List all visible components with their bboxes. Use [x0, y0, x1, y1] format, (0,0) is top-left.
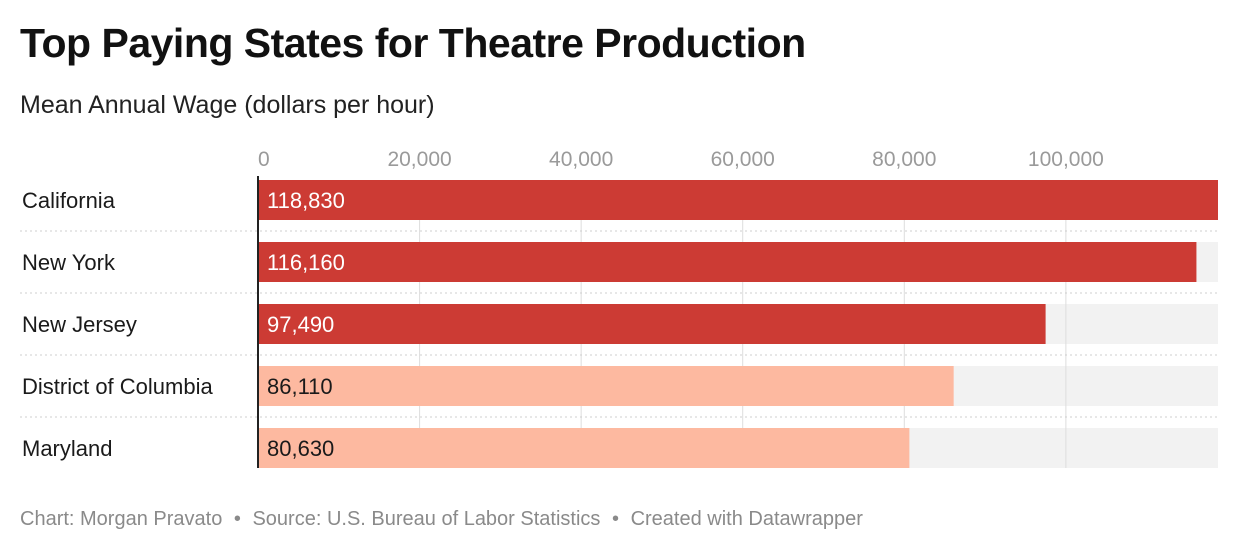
category-label: New York	[22, 250, 116, 275]
chart-subtitle: Mean Annual Wage (dollars per hour)	[20, 91, 435, 119]
x-tick-label: 100,000	[1028, 148, 1104, 171]
bar	[258, 304, 1046, 344]
chart-footer: Chart: Morgan Pravato • Source: U.S. Bur…	[20, 508, 863, 531]
value-label: 97,490	[267, 312, 334, 337]
value-label: 118,830	[267, 188, 345, 213]
value-label: 116,160	[267, 250, 345, 275]
bar	[258, 242, 1197, 282]
category-label: District of Columbia	[22, 374, 213, 399]
footer-separator: •	[233, 508, 241, 530]
created-with-note: Created with Datawrapper	[630, 508, 863, 530]
category-label: Maryland	[22, 436, 112, 461]
bar-chart: 0 20,000 40,000 60,000 80,000 100,000 Californ…	[0, 140, 1240, 480]
bar	[258, 366, 954, 406]
x-tick-label: 40,000	[549, 148, 613, 171]
category-label: New Jersey	[22, 312, 137, 337]
value-label: 86,110	[267, 374, 333, 399]
value-label: 80,630	[267, 436, 334, 461]
bar-chart-svg: 0 20,000 40,000 60,000 80,000 100,000 Californ…	[20, 148, 1218, 468]
x-tick-label: 80,000	[872, 148, 936, 171]
bar	[258, 180, 1218, 220]
bar	[258, 428, 910, 468]
category-label: California	[22, 188, 116, 213]
chart-credit: Chart: Morgan Pravato	[20, 508, 223, 530]
chart-title: Top Paying States for Theatre Production	[20, 20, 806, 66]
source-note: Source: U.S. Bureau of Labor Statistics	[252, 508, 601, 530]
x-tick-label: 20,000	[387, 148, 451, 171]
x-tick-label: 60,000	[711, 148, 775, 171]
x-tick-label: 0	[258, 148, 270, 171]
footer-separator: •	[611, 508, 619, 530]
